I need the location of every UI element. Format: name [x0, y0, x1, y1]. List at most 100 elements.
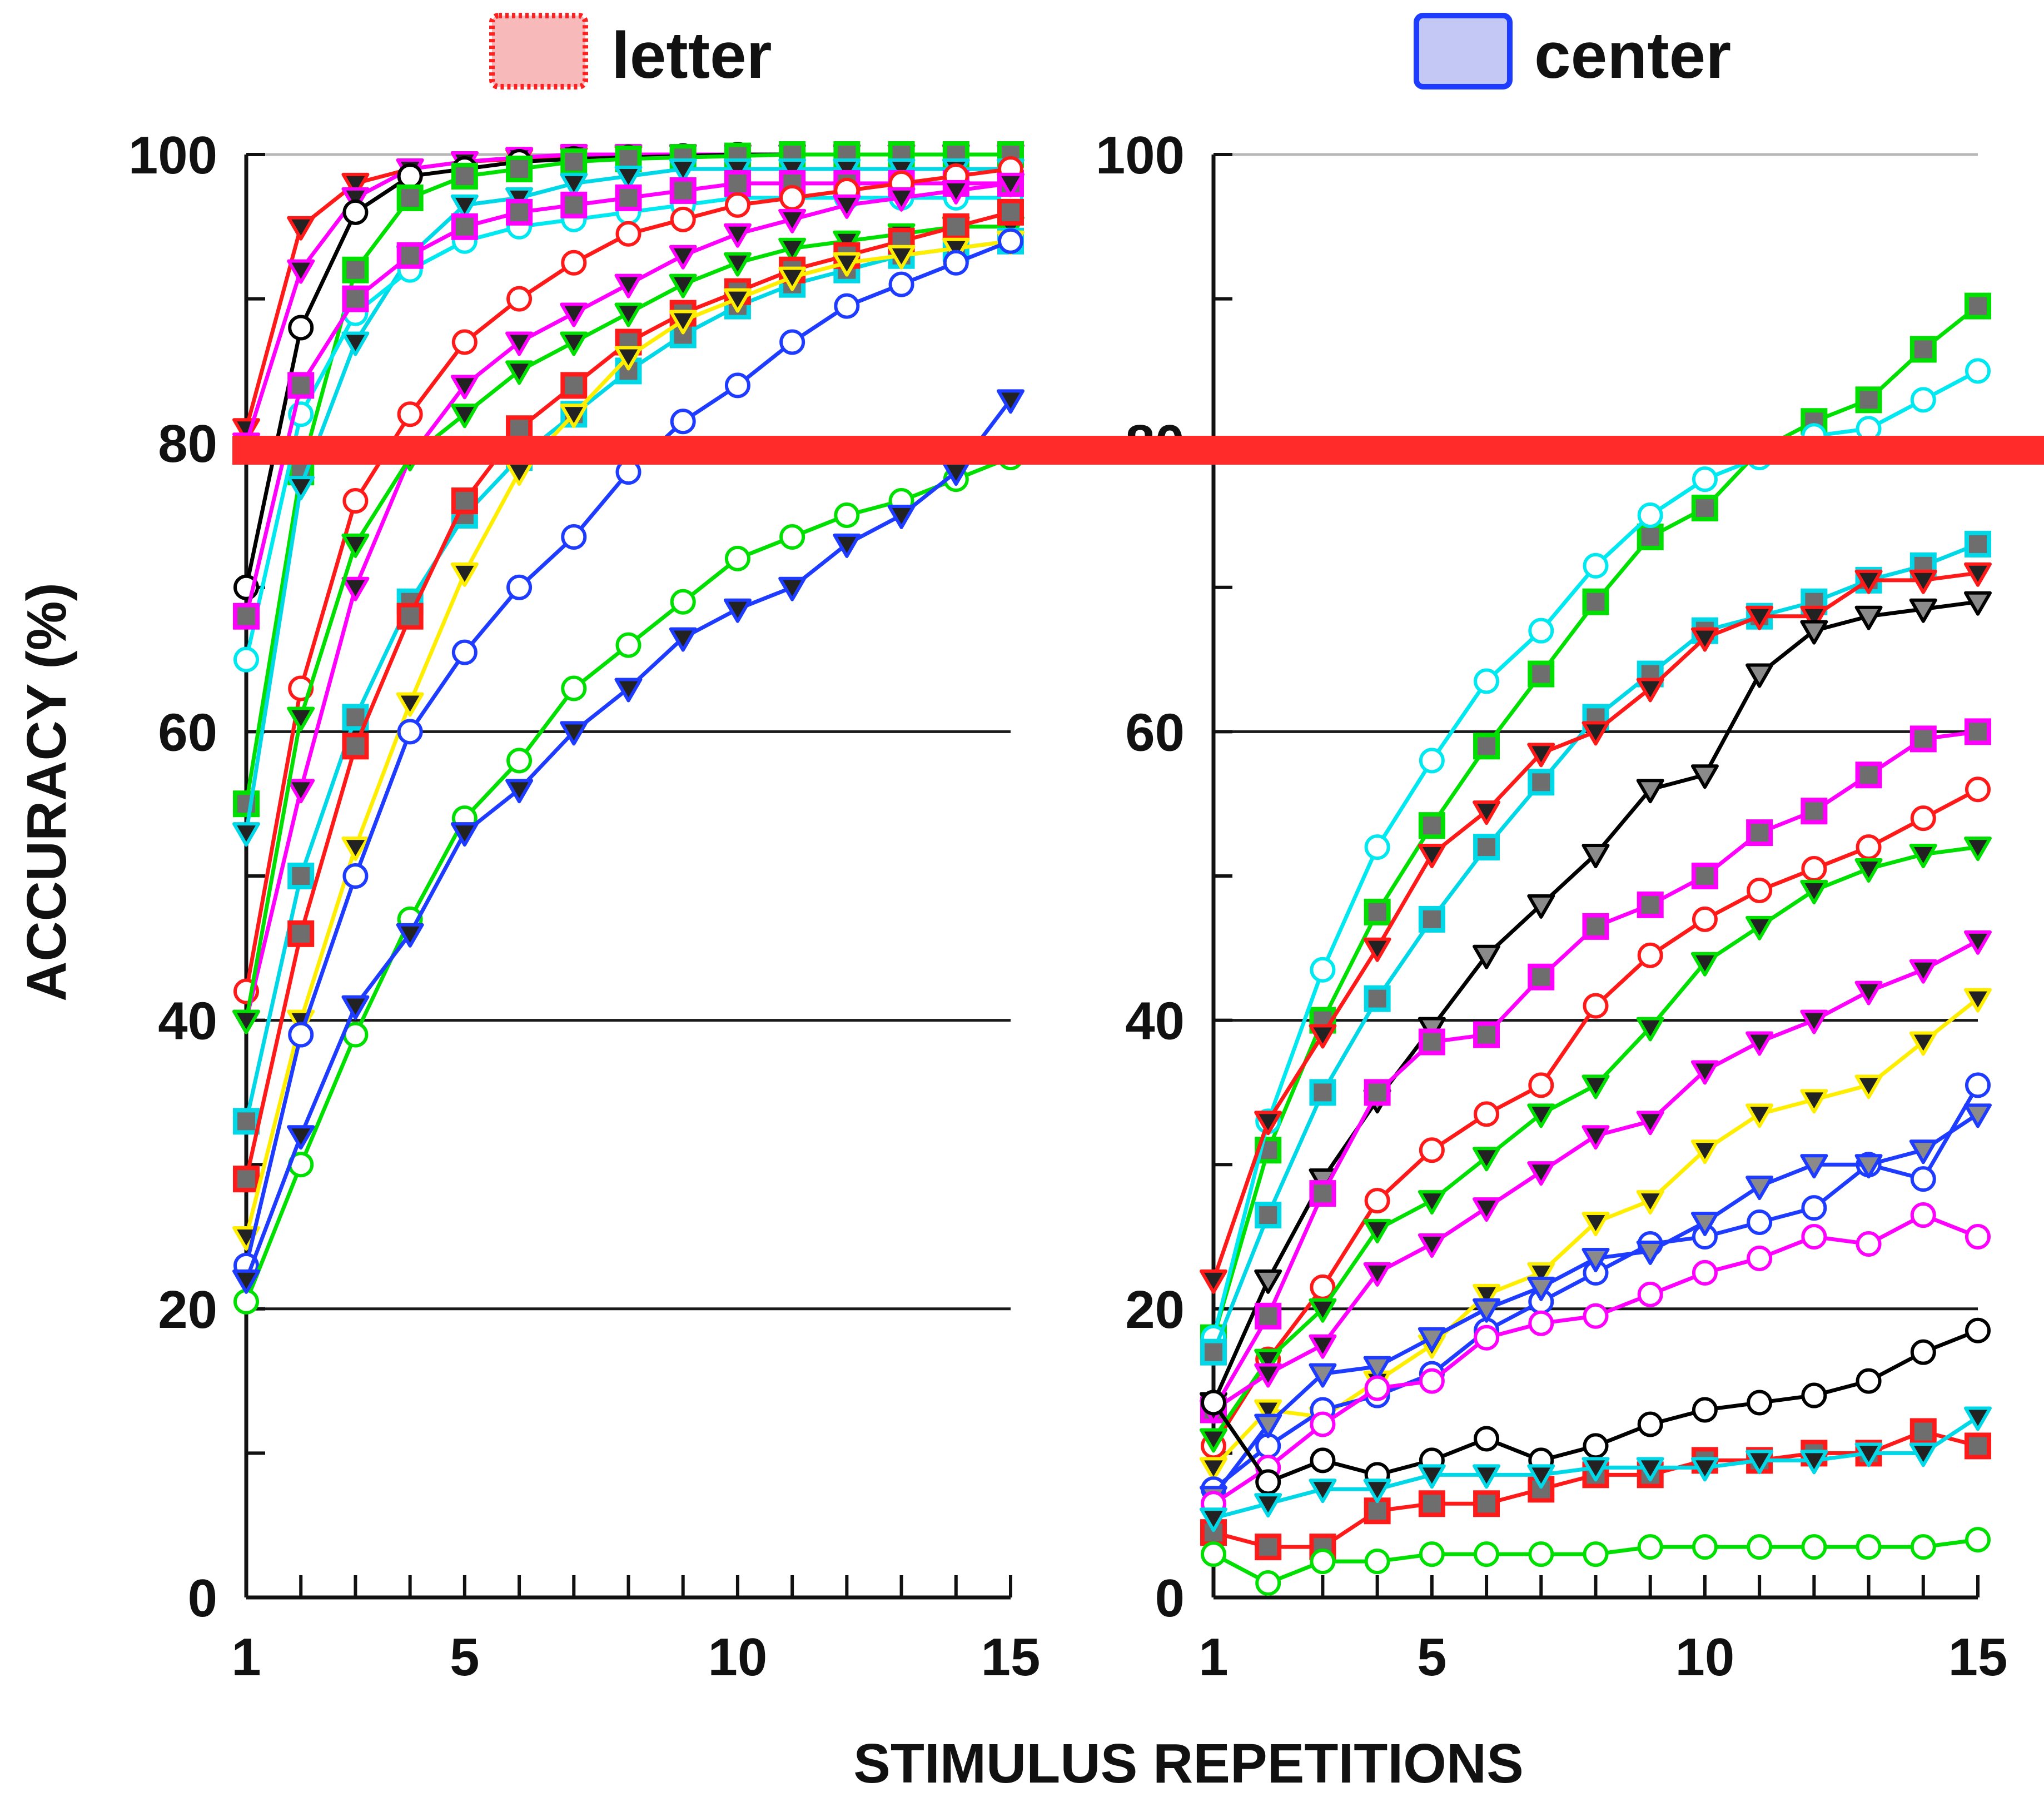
data-point [887, 245, 916, 270]
data-point [998, 228, 1023, 254]
data-point [723, 598, 752, 623]
data-point [287, 372, 315, 399]
data-point [1965, 1224, 1991, 1250]
data-point [1418, 1327, 1446, 1352]
data-point [1854, 980, 1883, 1005]
data-point [1690, 1060, 1719, 1085]
data-point [1856, 834, 1882, 860]
data-point [1418, 905, 1445, 933]
data-point [1582, 1074, 1610, 1099]
data-point [1800, 1450, 1828, 1475]
data-point [1800, 1009, 1828, 1034]
data-point [1528, 1310, 1554, 1336]
data-point [1309, 1334, 1337, 1359]
data-point [1692, 1397, 1718, 1423]
legend-swatch-center [1414, 13, 1513, 89]
data-point [1583, 1433, 1609, 1459]
data-point [1856, 1231, 1882, 1257]
data-point [1582, 1125, 1610, 1150]
data-point [506, 155, 533, 182]
data-point [505, 360, 534, 385]
data-point [1745, 1176, 1774, 1201]
data-point [779, 329, 805, 355]
data-point [1527, 894, 1555, 919]
data-point [1255, 1302, 1282, 1330]
data-point [1473, 1490, 1500, 1517]
data-point [1309, 1298, 1337, 1323]
data-point [1583, 1303, 1609, 1329]
data-point [1909, 336, 1937, 363]
data-point [1965, 1527, 1991, 1553]
data-point [1800, 1154, 1828, 1179]
data-point [1910, 1202, 1936, 1228]
data-point [670, 206, 696, 232]
x-tick-label: 5 [1417, 1627, 1446, 1687]
data-point [1910, 1339, 1936, 1365]
data-point [1309, 1024, 1337, 1049]
data-point [1527, 1161, 1555, 1186]
data-point [723, 288, 752, 313]
data-point [1637, 942, 1663, 968]
x-tick-label: 15 [981, 1627, 1041, 1687]
data-point [1747, 1245, 1773, 1271]
data-point [724, 545, 750, 571]
data-point [1909, 1442, 1937, 1467]
data-point [1965, 1072, 1991, 1098]
y-tick-label: 40 [1125, 992, 1185, 1051]
data-point [233, 646, 259, 673]
data-point [1800, 620, 1828, 645]
data-point [560, 372, 588, 399]
data-point [1473, 1298, 1501, 1323]
data-point [1583, 552, 1609, 579]
data-point [506, 286, 533, 312]
data-point [1582, 1212, 1610, 1237]
data-point [1965, 1432, 1991, 1460]
y-tick-label: 40 [158, 992, 217, 1051]
data-point [560, 404, 588, 429]
y-tick-label: 0 [1155, 1569, 1185, 1628]
data-point [1473, 1021, 1500, 1048]
data-point [1309, 1363, 1337, 1388]
x-axis-title: STIMULUS REPETITIONS [853, 1733, 1524, 1795]
data-point [506, 748, 533, 774]
data-point [1692, 906, 1718, 932]
data-point [1363, 937, 1391, 962]
data-point [1419, 748, 1445, 774]
y-tick-label: 60 [158, 703, 217, 762]
data-point [778, 576, 807, 601]
data-point [1964, 930, 1992, 955]
data-point [1745, 1031, 1774, 1056]
legend-swatch-letter [489, 13, 588, 89]
data-point [1636, 678, 1664, 703]
data-point [779, 185, 805, 211]
data-point [1964, 988, 1992, 1013]
data-point [1692, 466, 1718, 492]
data-point [1909, 1139, 1937, 1164]
data-point [614, 678, 643, 703]
legend-label-letter: letter [611, 19, 772, 92]
data-point [1910, 1534, 1936, 1560]
data-point [1964, 1103, 1992, 1128]
data-point [1690, 764, 1719, 789]
data-point [1745, 1103, 1774, 1128]
data-point [1201, 1541, 1226, 1567]
data-point [342, 285, 369, 312]
data-point [1690, 627, 1719, 652]
data-point [450, 404, 479, 429]
data-point [1363, 1262, 1391, 1287]
series-17 [1201, 1527, 1991, 1596]
data-point [1690, 1212, 1719, 1237]
data-point [560, 302, 588, 327]
data-point [1745, 915, 1774, 940]
data-point [943, 250, 969, 276]
data-point [1910, 387, 1936, 413]
data-point [561, 675, 587, 701]
data-point [1965, 358, 1991, 384]
series-14 [233, 228, 1023, 1278]
data-point [1746, 819, 1773, 847]
series-12 [233, 198, 1024, 1193]
data-point [1747, 1390, 1773, 1416]
data-point [1854, 569, 1883, 594]
data-point [615, 632, 641, 658]
y-axis-title: ACCURACY (%) [16, 583, 78, 1002]
